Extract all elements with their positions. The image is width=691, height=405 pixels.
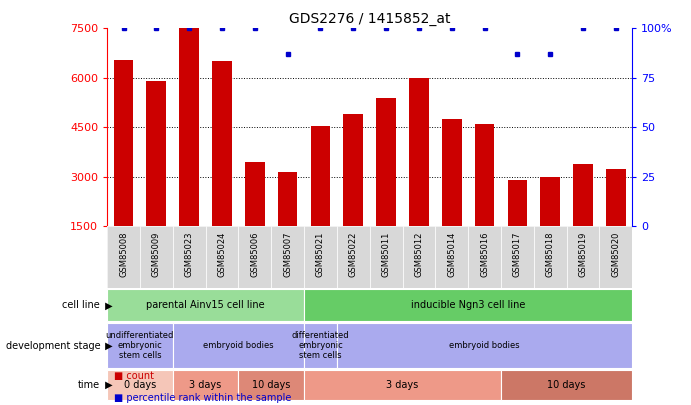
Bar (606, 168, 625, 226)
Text: GSM85008: GSM85008 (119, 231, 128, 277)
Bar (304, 323, 337, 368)
Text: GSM85021: GSM85021 (316, 231, 325, 277)
Title: GDS2276 / 1415852_at: GDS2276 / 1415852_at (289, 12, 451, 26)
Text: ▶: ▶ (102, 380, 112, 390)
Text: inducible Ngn3 cell line: inducible Ngn3 cell line (411, 301, 525, 310)
Text: ▶: ▶ (102, 341, 112, 351)
Bar (107, 289, 304, 321)
Text: GSM85024: GSM85024 (218, 231, 227, 277)
Text: 10 days: 10 days (547, 380, 586, 390)
Bar (113, 60, 133, 226)
Text: ■ count: ■ count (114, 371, 154, 381)
Bar (238, 226, 271, 288)
Text: embryoid bodies: embryoid bodies (203, 341, 274, 350)
Bar (146, 81, 166, 226)
Text: 3 days: 3 days (386, 380, 419, 390)
Bar (238, 370, 304, 400)
Bar (343, 114, 363, 226)
Bar (107, 370, 173, 400)
Text: GSM85023: GSM85023 (184, 231, 193, 277)
Text: GSM85018: GSM85018 (546, 231, 555, 277)
Text: ■ percentile rank within the sample: ■ percentile rank within the sample (114, 393, 292, 403)
Bar (107, 323, 173, 368)
Bar (271, 226, 304, 288)
Text: GSM85006: GSM85006 (250, 231, 259, 277)
Text: embryoid bodies: embryoid bodies (449, 341, 520, 350)
Bar (599, 226, 632, 288)
Bar (173, 370, 238, 400)
Bar (507, 180, 527, 226)
Bar (376, 98, 396, 226)
Bar (173, 226, 206, 288)
Bar (304, 226, 337, 288)
Text: GSM85012: GSM85012 (415, 231, 424, 277)
Bar (442, 119, 462, 226)
Bar (409, 78, 428, 226)
Text: parental Ainv15 cell line: parental Ainv15 cell line (146, 301, 265, 310)
Bar (540, 177, 560, 226)
Bar (310, 126, 330, 226)
Text: GSM85014: GSM85014 (447, 231, 456, 277)
Bar (173, 323, 304, 368)
Bar (212, 62, 231, 226)
Bar (468, 226, 501, 288)
Text: GSM85020: GSM85020 (612, 231, 621, 277)
Text: 3 days: 3 days (189, 380, 222, 390)
Bar (573, 164, 593, 226)
Bar (107, 226, 140, 288)
Bar (304, 289, 632, 321)
Text: 10 days: 10 days (252, 380, 290, 390)
Bar (435, 226, 468, 288)
Text: differentiated
embryonic
stem cells: differentiated embryonic stem cells (292, 330, 349, 360)
Text: development stage: development stage (6, 341, 100, 351)
Bar (567, 226, 599, 288)
Bar (140, 226, 173, 288)
Bar (206, 226, 238, 288)
Text: time: time (78, 380, 100, 390)
Bar (533, 226, 567, 288)
Text: GSM85019: GSM85019 (578, 231, 587, 277)
Text: GSM85011: GSM85011 (381, 231, 390, 277)
Bar (180, 28, 199, 226)
Text: GSM85022: GSM85022 (349, 231, 358, 277)
Bar (278, 172, 297, 226)
Bar (501, 370, 632, 400)
Text: ▶: ▶ (102, 301, 112, 310)
Text: GSM85007: GSM85007 (283, 231, 292, 277)
Bar (475, 124, 494, 226)
Text: GSM85016: GSM85016 (480, 231, 489, 277)
Bar (304, 370, 501, 400)
Bar (245, 162, 265, 226)
Text: cell line: cell line (62, 301, 100, 310)
Bar (337, 323, 632, 368)
Bar (337, 226, 370, 288)
Text: 0 days: 0 days (124, 380, 156, 390)
Bar (501, 226, 533, 288)
Bar (402, 226, 435, 288)
Text: undifferentiated
embryonic
stem cells: undifferentiated embryonic stem cells (106, 330, 174, 360)
Text: GSM85009: GSM85009 (152, 231, 161, 277)
Text: GSM85017: GSM85017 (513, 231, 522, 277)
Bar (370, 226, 402, 288)
